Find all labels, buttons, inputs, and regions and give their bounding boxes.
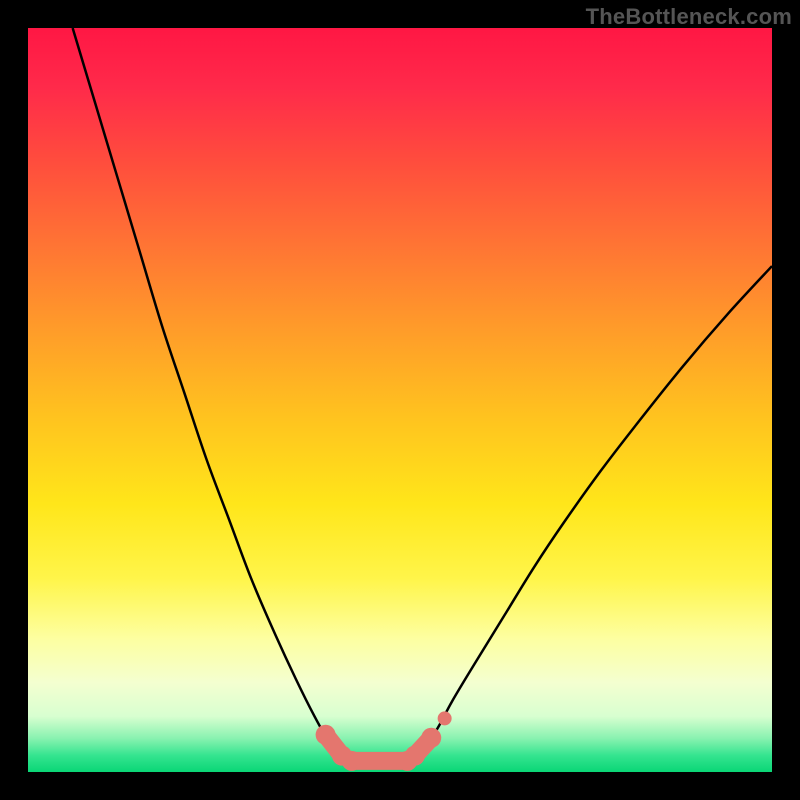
highlight-extra-dot — [438, 711, 452, 725]
highlight-endpoint — [421, 728, 441, 748]
highlight-endpoint — [342, 751, 362, 771]
chart-svg — [0, 0, 800, 800]
highlight-endpoint — [405, 746, 425, 766]
highlight-endpoint — [316, 725, 336, 745]
chart-stage: TheBottleneck.com — [0, 0, 800, 800]
watermark-text: TheBottleneck.com — [586, 4, 792, 30]
plot-area — [28, 28, 772, 772]
